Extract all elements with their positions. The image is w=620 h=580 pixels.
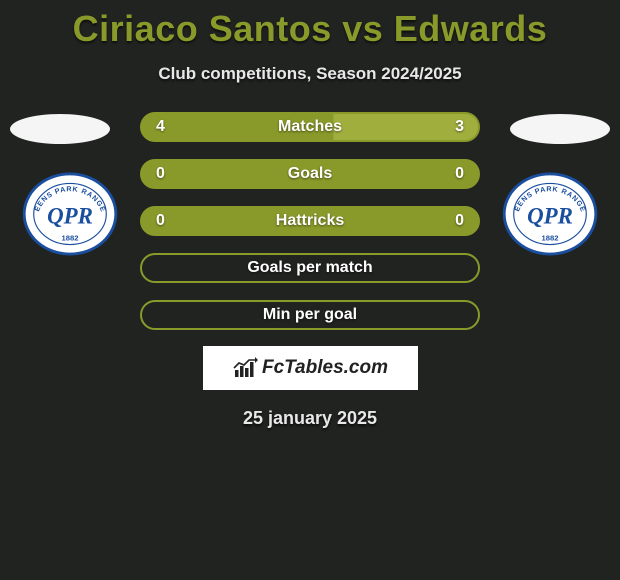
- stat-label: Hattricks: [276, 212, 344, 230]
- svg-text:QPR: QPR: [527, 204, 573, 229]
- svg-text:QPR: QPR: [47, 204, 93, 229]
- club-badge-left: QUEENS PARK RANGERS 1882 QPR: [22, 172, 118, 256]
- brand-text: FcTables.com: [262, 357, 388, 379]
- stat-label: Min per goal: [263, 306, 357, 324]
- page-title: Ciriaco Santos vs Edwards: [0, 0, 620, 50]
- svg-text:1882: 1882: [62, 234, 79, 243]
- stat-left-value: 0: [156, 165, 176, 183]
- subtitle: Club competitions, Season 2024/2025: [0, 64, 620, 84]
- stat-label: Matches: [278, 118, 342, 136]
- stat-right-value: 3: [444, 118, 464, 136]
- stats-list: 4 Matches 3 0 Goals 0 0 Hattricks 0 Goal…: [140, 112, 480, 330]
- chart-icon: [232, 357, 258, 379]
- date-text: 25 january 2025: [0, 408, 620, 429]
- stat-row-hattricks: 0 Hattricks 0: [140, 206, 480, 236]
- svg-text:1882: 1882: [542, 234, 559, 243]
- stat-left-value: 4: [156, 118, 176, 136]
- club-badge-right: QUEENS PARK RANGERS 1882 QPR: [502, 172, 598, 256]
- avatar-right: [510, 114, 610, 144]
- stat-row-matches: 4 Matches 3: [140, 112, 480, 142]
- comparison-area: QUEENS PARK RANGERS 1882 QPR QUEENS PARK…: [0, 112, 620, 429]
- stat-label: Goals per match: [247, 259, 372, 277]
- stat-row-goals-per-match: Goals per match: [140, 253, 480, 283]
- stat-right-value: 0: [444, 165, 464, 183]
- stat-row-goals: 0 Goals 0: [140, 159, 480, 189]
- stat-label: Goals: [288, 165, 332, 183]
- stat-right-value: 0: [444, 212, 464, 230]
- stat-left-value: 0: [156, 212, 176, 230]
- avatar-left: [10, 114, 110, 144]
- stat-row-min-per-goal: Min per goal: [140, 300, 480, 330]
- brand-logo-box: FcTables.com: [203, 346, 418, 390]
